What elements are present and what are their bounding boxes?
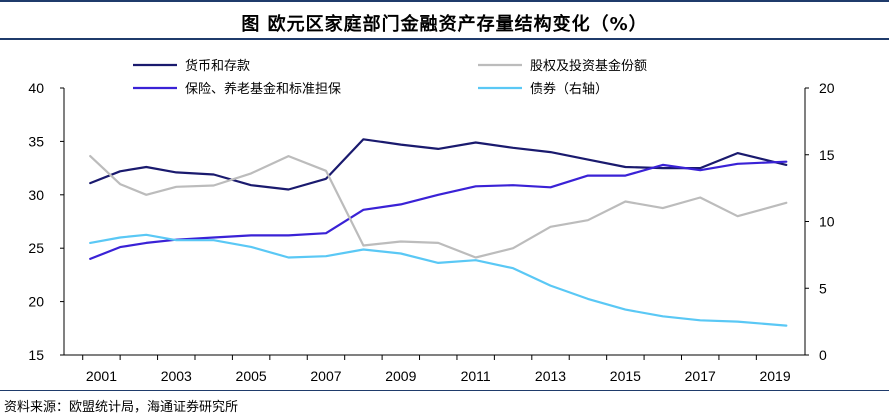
x-tick-label: 2017	[685, 368, 716, 384]
series-line-1	[89, 138, 788, 191]
right-y-tick-label: 15	[819, 147, 835, 163]
left-y-tick-label: 40	[28, 80, 44, 96]
source-note: 资料来源：欧盟统计局，海通证券研究所	[4, 400, 239, 415]
x-tick-label: 2019	[759, 368, 790, 384]
title-bar: 图 欧元区家庭部门金融资产存量结构变化（%）	[0, 0, 889, 40]
x-tick-label: 2011	[461, 368, 491, 384]
right-y-tick-label: 0	[819, 347, 827, 363]
x-tick-label: 2015	[610, 368, 641, 384]
left-y-tick-label: 30	[28, 187, 44, 203]
footer-rule	[0, 390, 889, 391]
left-y-tick-label: 35	[28, 133, 44, 149]
left-y-tick-label: 20	[28, 294, 44, 310]
x-tick-label: 2013	[535, 368, 566, 384]
left-y-tick-label: 25	[28, 240, 44, 256]
right-y-tick-label: 5	[819, 280, 827, 296]
x-tick-label: 2005	[236, 368, 267, 384]
legend-label-2: 保险、养老基金和标准担保	[185, 81, 341, 97]
x-tick-label: 2009	[385, 368, 416, 384]
legend-label-4: 债券（右轴）	[530, 81, 608, 97]
series-line-2	[89, 160, 788, 260]
legend-label-3: 股权及投资基金份额	[530, 58, 647, 74]
x-tick-label: 2007	[310, 368, 341, 384]
legend-label-1: 货币和存款	[185, 58, 250, 74]
series-line-3	[89, 155, 788, 259]
right-y-tick-label: 20	[819, 80, 835, 96]
x-tick-label: 2003	[161, 368, 192, 384]
chart-title: 图 欧元区家庭部门金融资产存量结构变化（%）	[241, 14, 648, 35]
left-y-tick-label: 15	[28, 347, 44, 363]
right-y-tick-label: 10	[819, 214, 835, 230]
series-line-4	[89, 233, 788, 327]
x-tick-label: 2001	[86, 368, 117, 384]
